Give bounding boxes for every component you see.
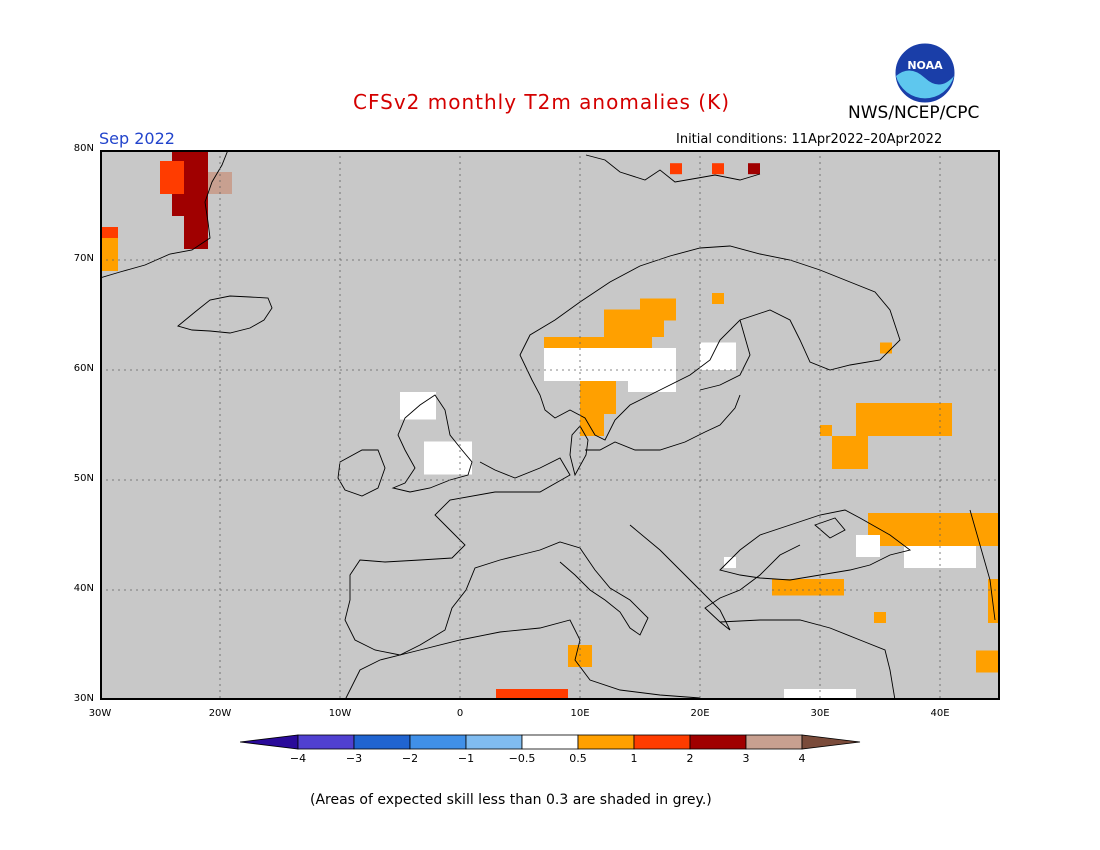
anomaly-cell xyxy=(856,535,880,557)
coastlines xyxy=(100,150,996,700)
anomaly-cell xyxy=(976,650,1000,673)
anomaly-cell xyxy=(724,557,736,568)
anomaly-cell xyxy=(772,579,844,596)
colorbar-segment xyxy=(465,734,523,750)
lon-tick-label: 0 xyxy=(456,708,464,719)
colorbar-segment xyxy=(577,734,635,750)
footer-note: (Areas of expected skill less than 0.3 a… xyxy=(310,792,712,808)
logo-text: NOAA xyxy=(907,59,943,72)
colorbar-segment xyxy=(521,734,579,750)
colorbar-tick-label: −4 xyxy=(289,752,307,765)
anomaly-layer xyxy=(100,150,1000,700)
lon-tick-label: 20E xyxy=(690,708,710,719)
anomaly-cell xyxy=(640,298,676,321)
colorbar-tick-label: −1 xyxy=(457,752,475,765)
anomaly-cell xyxy=(424,441,472,475)
agency-label: NWS/NCEP/CPC xyxy=(848,103,980,123)
anomaly-cell xyxy=(400,392,436,420)
colorbar-tick-label: 0.5 xyxy=(569,752,587,765)
target-month: Sep 2022 xyxy=(99,129,175,148)
grid-lines xyxy=(100,150,1000,700)
lat-tick-label: 70N xyxy=(73,253,94,264)
lon-tick-label: 10E xyxy=(570,708,590,719)
colorbar-segment xyxy=(801,734,861,750)
anomaly-cell xyxy=(712,163,724,175)
colorbar-segment xyxy=(409,734,467,750)
anomaly-cell xyxy=(868,513,1000,546)
colorbar-tick-label: 3 xyxy=(742,752,750,765)
colorbar-segment xyxy=(297,734,355,750)
anomaly-cell xyxy=(880,342,892,354)
lat-tick-label: 80N xyxy=(73,143,94,154)
anomaly-cell xyxy=(670,163,682,175)
colorbar-tick-label: −3 xyxy=(345,752,363,765)
anomaly-cell xyxy=(184,216,208,249)
anomaly-cell xyxy=(160,161,184,194)
colorbar-segment xyxy=(633,734,691,750)
anomaly-cell xyxy=(496,689,568,700)
anomaly-cell xyxy=(784,689,856,700)
colorbar-tick-label: −2 xyxy=(401,752,419,765)
colorbar-tick-label: 1 xyxy=(630,752,638,765)
anomaly-cell xyxy=(820,425,832,436)
colorbar xyxy=(240,734,861,750)
colorbar-tick-label: 2 xyxy=(686,752,694,765)
lon-tick-label: 30W xyxy=(88,708,112,719)
lat-tick-label: 60N xyxy=(73,363,94,374)
colorbar-tick-label: 4 xyxy=(798,752,806,765)
anomaly-cell xyxy=(748,163,760,175)
anomaly-cell xyxy=(100,238,118,271)
lat-tick-label: 40N xyxy=(73,583,94,594)
colorbar-tick-label: −0.5 xyxy=(508,752,536,765)
initial-conditions: Initial conditions: 11Apr2022–20Apr2022 xyxy=(676,132,943,147)
noaa-logo: NOAA xyxy=(894,42,956,104)
anomaly-cell xyxy=(580,381,616,414)
lat-tick-label: 30N xyxy=(73,693,94,704)
lon-tick-label: 10W xyxy=(328,708,352,719)
lon-tick-label: 30E xyxy=(810,708,830,719)
anomaly-cell xyxy=(712,293,724,304)
lon-tick-label: 40E xyxy=(930,708,950,719)
anomaly-cell xyxy=(208,172,232,194)
chart-title: CFSv2 monthly T2m anomalies (K) xyxy=(353,90,730,114)
anomaly-cell xyxy=(904,546,976,568)
colorbar-segment xyxy=(240,734,299,750)
anomaly-cell xyxy=(856,403,952,436)
anomaly-cell xyxy=(874,612,886,623)
colorbar-segment xyxy=(689,734,747,750)
colorbar-segment xyxy=(353,734,411,750)
anomaly-cell xyxy=(700,342,736,370)
lat-tick-label: 50N xyxy=(73,473,94,484)
map-frame xyxy=(100,150,1000,700)
anomaly-cell xyxy=(832,436,868,469)
anomaly-map xyxy=(100,150,1000,700)
colorbar-segment xyxy=(745,734,803,750)
lon-tick-label: 20W xyxy=(208,708,232,719)
anomaly-cell xyxy=(544,348,640,381)
